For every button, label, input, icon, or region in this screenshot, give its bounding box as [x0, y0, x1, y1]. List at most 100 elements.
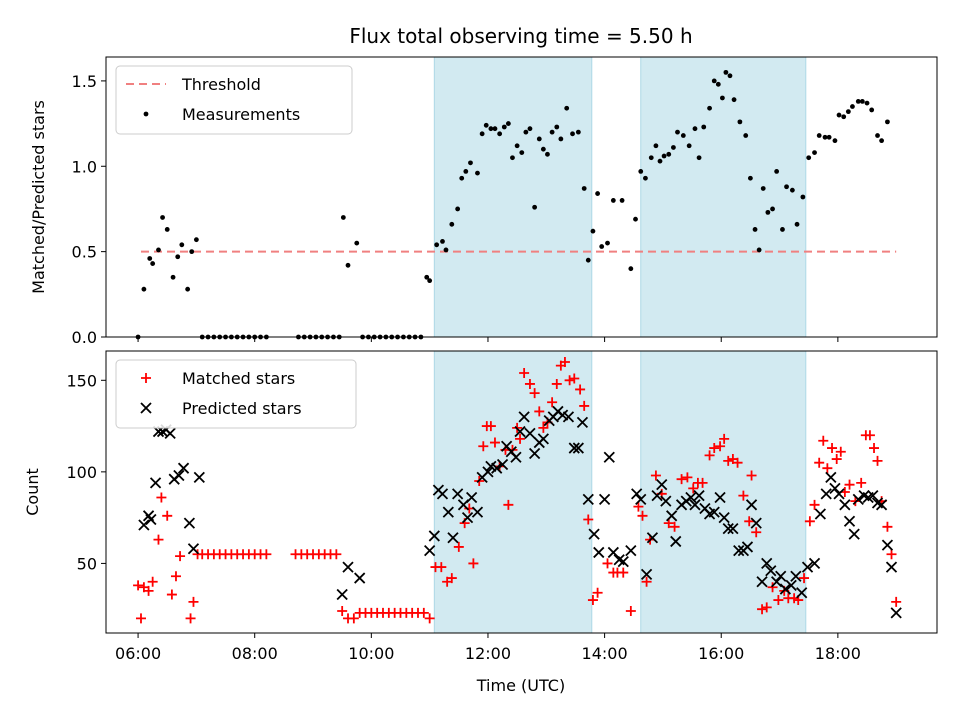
matched-star-point — [468, 558, 479, 569]
measurement-point — [449, 221, 455, 227]
measurement-point — [141, 286, 147, 292]
y-axis-label: Count — [23, 468, 42, 516]
measurement-point — [545, 151, 550, 157]
predicted-star-point — [568, 442, 580, 454]
measurement-point — [354, 240, 360, 246]
predicted-star-point — [881, 539, 894, 551]
predicted-star-point — [496, 458, 509, 471]
x-tick-label: 16:00 — [698, 644, 744, 663]
shaded-interval-0 — [433, 350, 593, 634]
matched-star-point — [715, 441, 726, 452]
predicted-star-point — [722, 522, 734, 535]
predicted-star-point — [471, 506, 484, 518]
matched-star-point — [602, 558, 613, 569]
matched-star-point — [575, 384, 586, 395]
predicted-star-point — [796, 587, 808, 599]
measurement-point — [514, 143, 520, 149]
measurement-point — [885, 119, 890, 125]
matched-star-point — [751, 527, 762, 538]
measurement-point — [723, 69, 729, 75]
series-1-1 — [138, 405, 902, 619]
matched-star-point — [579, 400, 590, 411]
predicted-star-point — [833, 488, 845, 500]
predicted-star-point — [183, 517, 196, 529]
predicted-star-point — [452, 488, 464, 500]
matched-star-point — [676, 474, 687, 485]
x-tick-label: 18:00 — [815, 644, 861, 663]
measurement-point — [427, 278, 433, 284]
matched-star-point — [592, 587, 603, 598]
matched-star-point — [337, 606, 348, 617]
matched-star-point — [185, 613, 196, 624]
measurement-point — [443, 247, 449, 253]
matched-star-point — [809, 499, 820, 510]
matched-star-point — [188, 596, 199, 607]
matched-star-point — [818, 435, 829, 446]
matched-star-point — [688, 483, 699, 494]
measurement-point — [826, 134, 832, 140]
x-tick-label: 14:00 — [582, 644, 628, 663]
matched-star-point — [799, 573, 810, 584]
y-tick-label: 1.0 — [72, 157, 97, 176]
predicted-star-point — [354, 572, 366, 584]
measurement-point — [643, 175, 648, 181]
predicted-star-point — [829, 482, 841, 494]
matched-star-point — [633, 501, 644, 512]
matched-star-point — [761, 602, 772, 613]
matched-star-point — [746, 470, 757, 481]
measurement-point — [696, 155, 702, 161]
matched-star-point — [564, 375, 575, 386]
predicted-star-point — [524, 427, 536, 440]
matched-star-point — [831, 454, 842, 465]
legend-box — [115, 65, 353, 135]
predicted-star-point — [149, 477, 162, 489]
measurement-point — [770, 206, 775, 212]
predicted-star-point — [779, 583, 792, 595]
predicted-star-point — [491, 462, 503, 474]
measurement-point — [564, 105, 570, 111]
measurement-point — [719, 95, 725, 101]
measurement-point — [841, 114, 847, 120]
predicted-star-point — [843, 515, 856, 527]
matched-star-point — [757, 604, 768, 615]
predicted-star-point — [839, 499, 851, 511]
matched-star-point — [744, 516, 755, 527]
predicted-star-point — [510, 451, 522, 463]
matched-star-point — [732, 457, 743, 468]
measurement-point — [463, 168, 469, 174]
predicted-star-point — [635, 493, 647, 505]
matched-star-point — [538, 422, 549, 433]
measurement-point — [789, 187, 795, 193]
predicted-star-point — [428, 530, 440, 542]
count-panel: 50 100 150 06:00 08:00 10:00 12:00 14:00 16:00 18… — [23, 350, 938, 663]
predicted-star-point — [885, 561, 898, 573]
matched-star-point — [804, 516, 815, 527]
predicted-star-point — [447, 532, 459, 544]
measurement-point — [701, 124, 707, 130]
matched-star-point — [147, 576, 158, 587]
y-tick-label: 100 — [66, 463, 97, 482]
matched-star-point — [436, 562, 447, 573]
predicted-star-point — [775, 570, 787, 582]
measurement-point — [147, 256, 153, 261]
matched-star-point — [162, 510, 173, 521]
measurement-point — [189, 249, 195, 255]
matched-star-point — [637, 510, 648, 521]
measurement-point — [193, 237, 199, 243]
matched-star-point — [886, 549, 897, 560]
measurement-point — [175, 254, 181, 260]
predicted-star-point — [867, 490, 879, 502]
measurement-point — [510, 155, 515, 161]
matched-star-point — [882, 521, 893, 532]
measurement-point — [680, 133, 686, 138]
predicted-star-point — [718, 511, 730, 524]
matched-star-point — [331, 549, 342, 560]
predicted-star-point — [603, 451, 615, 463]
measurement-point — [727, 73, 733, 79]
matched-star-point — [625, 606, 636, 617]
measurement-point — [850, 104, 855, 109]
measurement-point — [794, 221, 800, 227]
predicted-star-point — [537, 433, 550, 445]
predicted-star-point — [790, 570, 802, 582]
matched-star-point — [669, 521, 680, 532]
